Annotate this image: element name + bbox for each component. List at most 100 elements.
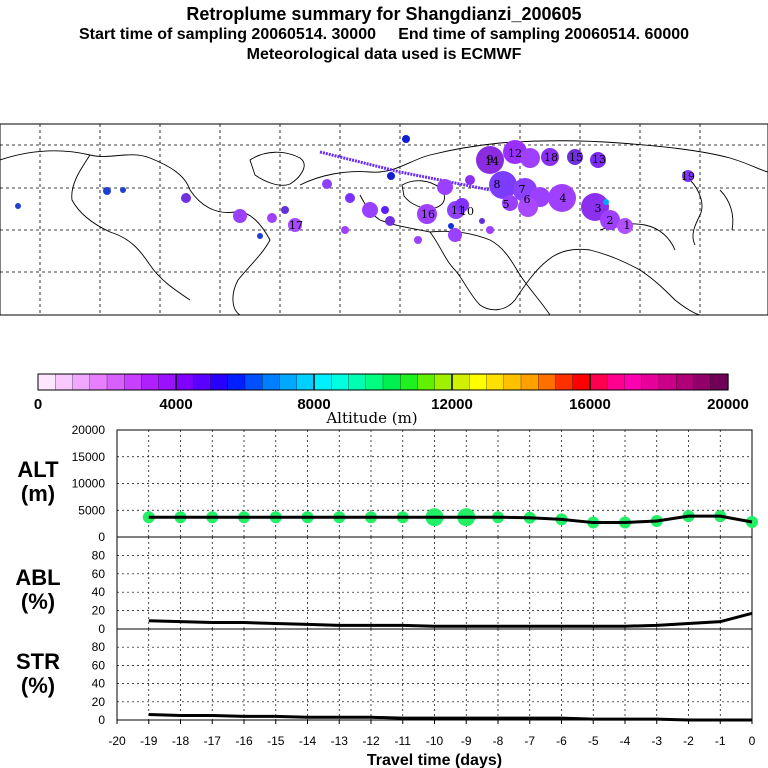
plume-marker bbox=[479, 218, 485, 224]
x-tick-label: -14 bbox=[299, 734, 317, 748]
plume-label: 16 bbox=[421, 208, 435, 221]
plume-label: 1 bbox=[624, 219, 631, 232]
plume-marker bbox=[455, 198, 469, 212]
colorbar-segment bbox=[210, 373, 229, 391]
plume-marker bbox=[281, 206, 289, 214]
y-tick-label: 40 bbox=[92, 585, 106, 599]
colorbar-segment bbox=[417, 373, 436, 391]
plume-marker bbox=[381, 206, 389, 214]
abl-series-line bbox=[148, 611, 753, 628]
colorbar-segment bbox=[693, 373, 712, 391]
plume-marker bbox=[489, 171, 517, 199]
plume-marker bbox=[486, 226, 494, 234]
x-tick-label: -1 bbox=[715, 734, 726, 748]
colorbar-label: Altitude (m) bbox=[325, 409, 417, 427]
plume-label: 15 bbox=[569, 151, 583, 164]
colorbar-tick-label: 20000 bbox=[707, 396, 749, 413]
colorbar-segment bbox=[589, 373, 608, 391]
colorbar-tick-label: 16000 bbox=[569, 396, 611, 413]
y-tick-label: 0 bbox=[98, 622, 105, 636]
colorbar-segment bbox=[555, 373, 574, 391]
plume-marker bbox=[322, 179, 332, 189]
plume-marker bbox=[448, 228, 462, 242]
colorbar-segment bbox=[520, 373, 539, 391]
colorbar-segment bbox=[434, 373, 453, 391]
colorbar-segment bbox=[658, 373, 677, 391]
plume-marker bbox=[181, 193, 191, 203]
plume-marker bbox=[345, 193, 355, 203]
plume-label: 2 bbox=[607, 214, 614, 227]
str-series-line bbox=[148, 713, 752, 722]
colorbar-segment bbox=[175, 373, 194, 391]
colorbar-segment bbox=[158, 373, 177, 391]
x-tick-label: -9 bbox=[461, 734, 472, 748]
x-tick-label: -6 bbox=[556, 734, 567, 748]
y-tick-label: 5000 bbox=[78, 503, 105, 517]
panel-alt: 0 5000 10000 15000 20000 bbox=[72, 423, 758, 544]
colorbar-segment bbox=[503, 373, 522, 391]
colorbar-tick-label: 0 bbox=[34, 396, 42, 413]
y-tick-label: 80 bbox=[92, 548, 106, 562]
colorbar: 0 4000 8000 12000 16000 20000 Altitude (m) bbox=[34, 373, 749, 427]
str-axis-label: STR (%) bbox=[16, 649, 60, 698]
x-tick-label: -5 bbox=[588, 734, 599, 748]
y-tick-label: 80 bbox=[92, 640, 106, 654]
colorbar-segment bbox=[607, 373, 626, 391]
plume-marker bbox=[233, 209, 247, 223]
colorbar-segment bbox=[538, 373, 557, 391]
plume-marker bbox=[502, 195, 518, 211]
x-tick-label: -2 bbox=[683, 734, 694, 748]
plume-marker bbox=[417, 204, 437, 224]
colorbar-segment bbox=[37, 373, 56, 391]
plume-marker bbox=[465, 175, 475, 185]
plume-label: 7 bbox=[519, 183, 526, 196]
x-tick-label: -8 bbox=[493, 734, 504, 748]
colorbar-segment bbox=[72, 373, 91, 391]
x-tick-label: -13 bbox=[331, 734, 349, 748]
colorbar-segment bbox=[124, 373, 143, 391]
plume-marker bbox=[590, 152, 606, 168]
plume-label: 8 bbox=[494, 178, 501, 191]
plume-label: 10 bbox=[460, 205, 474, 218]
colorbar-segment bbox=[106, 373, 125, 391]
x-tick-label: -12 bbox=[362, 734, 380, 748]
colorbar-segment bbox=[227, 373, 246, 391]
plume-marker bbox=[476, 146, 504, 174]
x-tick-label: -15 bbox=[267, 734, 285, 748]
colorbar-segment bbox=[141, 373, 160, 391]
plume-marker bbox=[548, 184, 576, 212]
plume-label: 14 bbox=[485, 155, 499, 168]
plume-marker bbox=[437, 179, 453, 195]
plume-label: 19 bbox=[681, 170, 695, 183]
y-tick-label: 40 bbox=[92, 677, 106, 691]
x-tick-label: -11 bbox=[395, 734, 412, 748]
colorbar-segment bbox=[348, 373, 367, 391]
x-tick-label: -4 bbox=[620, 734, 631, 748]
plume-label: 3 bbox=[595, 202, 602, 215]
plume-label: 11 bbox=[451, 204, 465, 217]
x-tick-label: -17 bbox=[204, 734, 222, 748]
x-tick-label: -16 bbox=[235, 734, 253, 748]
plume-marker bbox=[402, 135, 410, 143]
x-axis-label: Travel time (days) bbox=[367, 752, 502, 768]
alt-axis-label: ALT (m) bbox=[17, 457, 59, 506]
plume-marker bbox=[541, 148, 559, 166]
colorbar-tick-label: 12000 bbox=[431, 396, 473, 413]
plume-label: 9 bbox=[487, 153, 494, 166]
plume-marker bbox=[387, 172, 395, 180]
plume-marker bbox=[567, 149, 583, 165]
plume-marker bbox=[603, 199, 609, 205]
plume-marker bbox=[257, 233, 263, 239]
colorbar-segment bbox=[469, 373, 488, 391]
y-tick-label: 10000 bbox=[72, 477, 106, 491]
x-tick-label: -20 bbox=[108, 734, 126, 748]
plume-marker bbox=[448, 223, 454, 229]
x-tick-label: -7 bbox=[524, 734, 535, 748]
y-tick-label: 15000 bbox=[72, 450, 106, 464]
start-time: Start time of sampling 20060514. 30000 bbox=[78, 26, 376, 43]
plume-marker bbox=[600, 210, 620, 230]
plume-label: 5 bbox=[503, 198, 510, 211]
